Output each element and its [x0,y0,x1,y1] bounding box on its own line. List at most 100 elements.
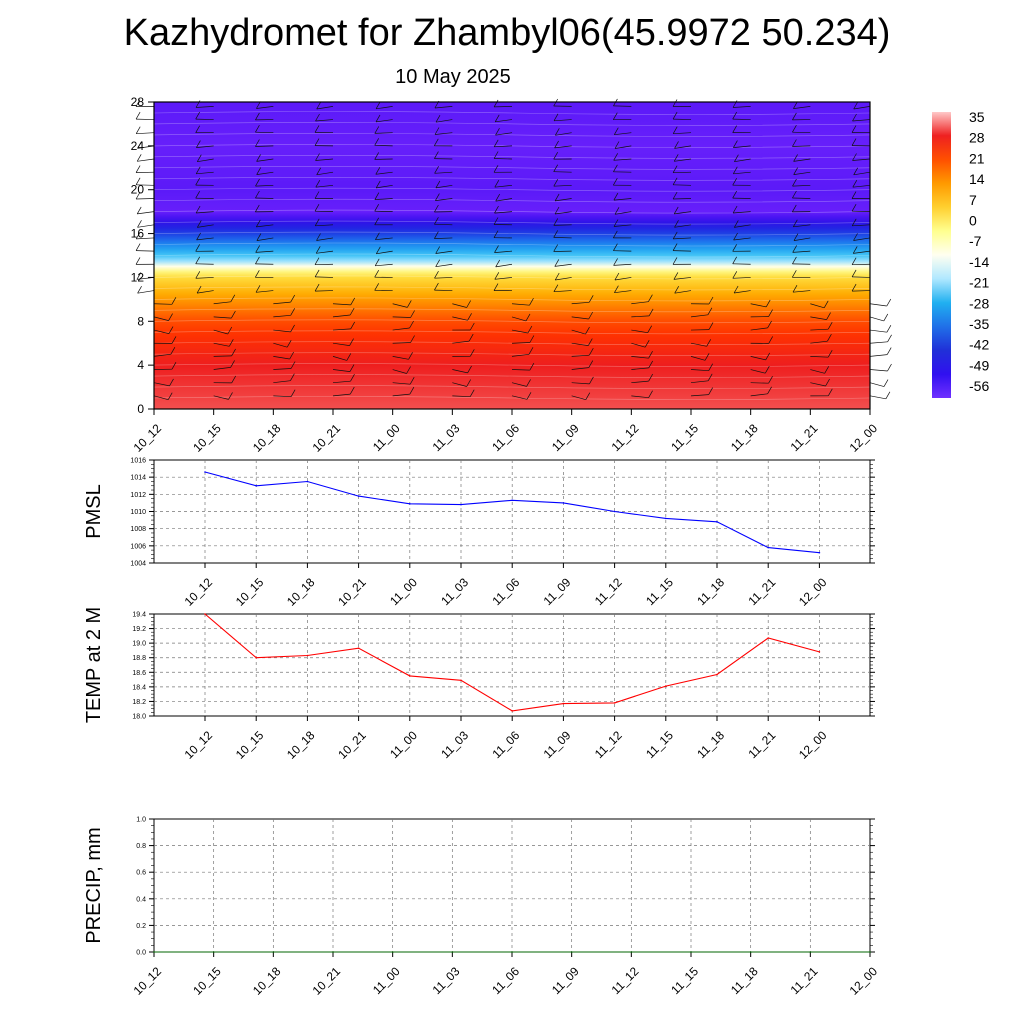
x-tick-label: 11_21 [788,421,821,454]
wind-barb-flag [135,177,141,185]
wind-barb-flag [374,126,380,134]
wind-barb [255,290,274,293]
wind-barb [511,395,528,400]
wind-barb-flag [732,256,738,264]
wind-barb [673,198,692,200]
wind-barb [553,184,572,187]
wind-barb [571,354,590,357]
x-tick-label: 10_18 [284,728,318,762]
wind-barb [631,301,649,305]
wind-barb [495,119,513,123]
y-tick-label: 1010 [130,509,146,516]
wind-barb-flag [375,167,381,175]
contour-line [153,198,871,203]
wind-barb-flag [613,243,618,251]
wind-barb [392,303,408,308]
wind-barb-flag [887,363,892,372]
wind-barb-flag [290,308,296,316]
wind-barb-flag [768,309,773,317]
wind-barb [792,184,811,187]
wind-barb-flag [135,165,141,173]
wind-barb-flag [791,270,797,278]
wind-barb-flag [314,204,320,212]
contour-line [153,111,871,115]
wind-barb [674,224,692,228]
wind-barb-flag [648,373,654,382]
wind-barb [732,277,751,279]
wind-barb-flag [290,361,296,369]
wind-barb [376,250,393,255]
wind-barb [452,382,467,387]
wind-barb [153,303,172,305]
contour-line [153,319,871,324]
wind-barb-flag [672,191,678,200]
wind-barb-flag [613,153,619,161]
wind-barb-flag [256,167,262,175]
wind-barb [392,382,411,385]
wind-barb-flag [375,246,381,254]
precip-point [511,951,513,953]
wind-barb-flag [851,283,857,292]
wind-barb-flag [673,272,679,280]
wind-barb-flag [613,258,618,266]
wind-barb [392,393,410,397]
wind-barb [494,106,513,108]
wind-barb [315,224,334,227]
wind-barb [810,316,827,320]
wind-barb-flag [588,360,594,368]
wind-barb [332,393,351,397]
wind-barb-flag [792,245,798,253]
wind-barb-flag [195,205,201,214]
wind-barb-flag [886,325,892,333]
wind-barb-flag [375,114,381,123]
wind-barb-flag [255,256,260,265]
wind-barb [793,158,811,162]
wind-barb-flag [434,127,440,135]
wind-barb-flag [434,231,439,239]
wind-barb-flag [644,340,650,348]
y-tick-label: 0 [137,402,144,416]
precip-point [272,951,275,953]
wind-barb [793,237,811,241]
pmsl-point [818,551,821,554]
wind-barb [631,356,649,359]
contour-line [153,144,871,148]
x-tick-label: 11_12 [609,964,642,997]
wind-barb [673,184,692,186]
pmsl-point [409,503,411,505]
wind-barb [853,237,871,241]
wind-barb [793,224,811,228]
wind-barb-flag [708,296,714,305]
wind-barb-flag [434,282,439,291]
wind-barb-flag [316,167,322,175]
wind-barb-flag [827,322,833,330]
wind-barb [793,106,811,109]
y-tick-label: 20 [131,183,145,197]
wind-barb [631,380,649,384]
wind-barb [197,224,214,228]
precip-point [570,951,573,953]
wind-barb-flag [589,376,594,385]
wind-barb-flag [350,297,356,306]
colorbar-label: 28 [969,130,985,146]
wind-barb-flag [648,360,654,369]
wind-barb-flag [434,151,439,159]
wind-barb-flag [136,206,142,215]
wind-barb-flag [290,324,295,333]
wind-barb-flag [195,125,201,133]
wind-barb [452,395,471,398]
wind-barb-flag [374,258,380,266]
wind-barb-flag [350,374,355,382]
wind-barb-flag [167,392,173,400]
wind-barb [631,315,650,318]
wind-barb [494,277,513,280]
wind-barb [195,106,214,108]
wind-barb [553,224,572,226]
x-tick-label: 11_18 [728,421,761,454]
wind-barb-flag [196,140,201,148]
wind-barb-flag [588,311,594,320]
contour-line [153,363,871,367]
wind-barb-flag [764,366,770,374]
y-tick-label: 12 [131,270,145,284]
wind-barb-flag [733,285,739,294]
